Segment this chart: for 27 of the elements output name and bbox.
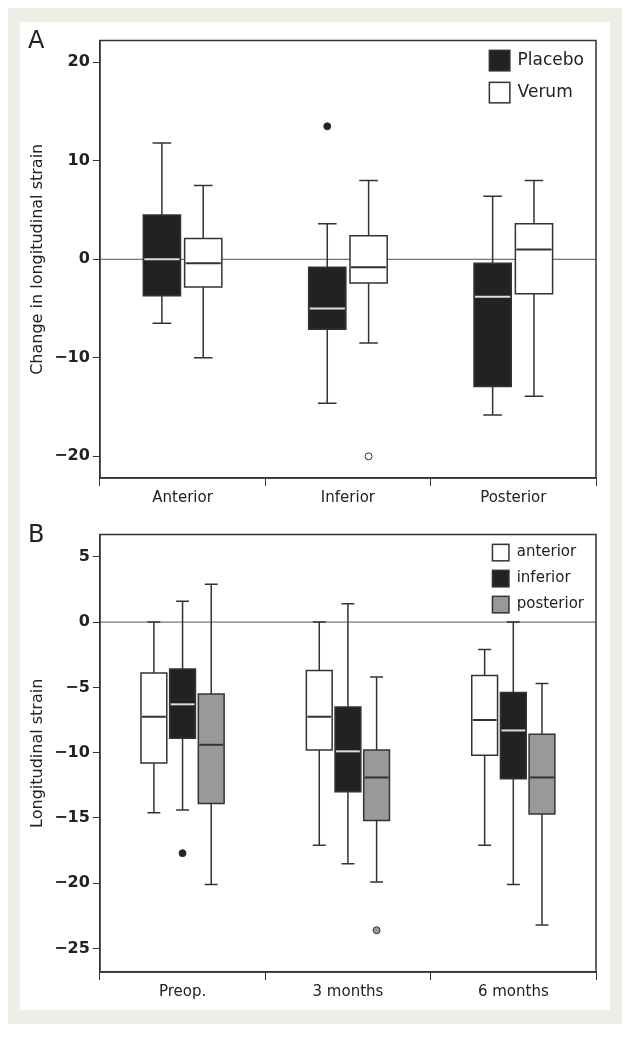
y-tick-label: 0: [78, 248, 90, 268]
y-tick-label: 5: [78, 545, 90, 565]
x-tick-label: 3 months: [312, 981, 384, 1000]
y-tick-label: 0: [78, 611, 90, 631]
x-tick-label: Anterior: [152, 487, 214, 506]
y-axis-title: Longitudinal strain: [26, 678, 46, 828]
y-tick-label: −5: [65, 676, 90, 696]
y-tick-label: −10: [54, 346, 90, 366]
y-tick-label: 10: [67, 149, 90, 169]
y-tick-label: −10: [54, 741, 90, 761]
legend-label: Placebo: [517, 49, 584, 70]
y-tick-label: 20: [67, 51, 90, 71]
y-tick-label: −15: [54, 807, 90, 827]
text: B: [28, 520, 45, 549]
legend-label: posterior: [516, 594, 585, 613]
x-tick-label: 6 months: [477, 981, 549, 1000]
x-tick-label: Posterior: [480, 487, 548, 506]
x-tick-label: Preop.: [158, 981, 207, 1000]
legend-label: Verum: [517, 81, 573, 102]
text: A: [28, 26, 45, 55]
y-tick-label: −25: [54, 937, 90, 957]
y-tick-label: −20: [54, 445, 90, 465]
legend-label: inferior: [516, 568, 572, 587]
y-tick-label: −20: [54, 872, 90, 892]
x-tick-label: Inferior: [320, 487, 376, 506]
y-axis-title: Change in longitudinal strain: [26, 143, 46, 375]
legend-label: anterior: [516, 542, 578, 561]
